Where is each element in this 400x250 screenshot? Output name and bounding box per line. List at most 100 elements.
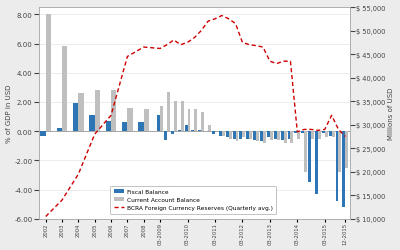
Bar: [342, 132, 345, 207]
BCRA Foreign Currency Reserves (Quarterly avg.): [76, 173, 81, 176]
Bar: [111, 91, 116, 132]
Bar: [174, 101, 177, 132]
Bar: [160, 107, 163, 132]
Bar: [249, 132, 252, 139]
Bar: [304, 132, 307, 172]
Legend: Fiscal Balance, Current Account Balance, BCRA Foreign Currency Reserves (Quarter: Fiscal Balance, Current Account Balance,…: [110, 186, 276, 214]
Bar: [90, 116, 95, 132]
BCRA Foreign Currency Reserves (Quarterly avg.): [206, 20, 210, 24]
BCRA Foreign Currency Reserves (Quarterly avg.): [274, 63, 279, 66]
Bar: [260, 132, 263, 142]
Bar: [329, 132, 332, 136]
Bar: [242, 132, 245, 138]
Bar: [297, 132, 300, 139]
Bar: [229, 132, 232, 139]
Bar: [208, 126, 211, 132]
BCRA Foreign Currency Reserves (Quarterly avg.): [302, 128, 306, 132]
Bar: [194, 110, 197, 132]
Bar: [253, 132, 256, 140]
Bar: [127, 108, 133, 132]
Bar: [267, 132, 270, 138]
BCRA Foreign Currency Reserves (Quarterly avg.): [322, 128, 327, 132]
BCRA Foreign Currency Reserves (Quarterly avg.): [212, 18, 217, 21]
BCRA Foreign Currency Reserves (Quarterly avg.): [171, 39, 176, 42]
Bar: [95, 91, 100, 132]
Bar: [281, 132, 284, 140]
BCRA Foreign Currency Reserves (Quarterly avg.): [220, 15, 224, 18]
BCRA Foreign Currency Reserves (Quarterly avg.): [199, 30, 204, 33]
Bar: [294, 132, 297, 134]
Bar: [167, 92, 170, 132]
BCRA Foreign Currency Reserves (Quarterly avg.): [192, 37, 197, 40]
BCRA Foreign Currency Reserves (Quarterly avg.): [316, 129, 320, 132]
Bar: [188, 110, 190, 132]
BCRA Foreign Currency Reserves (Quarterly avg.): [141, 46, 146, 49]
Bar: [322, 132, 325, 134]
Bar: [240, 132, 242, 139]
Bar: [171, 132, 174, 134]
Bar: [277, 132, 280, 140]
Bar: [246, 132, 249, 139]
Bar: [284, 132, 286, 143]
Bar: [157, 116, 160, 132]
BCRA Foreign Currency Reserves (Quarterly avg.): [158, 48, 162, 51]
BCRA Foreign Currency Reserves (Quarterly avg.): [295, 131, 300, 134]
Bar: [192, 130, 194, 132]
BCRA Foreign Currency Reserves (Quarterly avg.): [254, 45, 258, 48]
Bar: [184, 126, 188, 132]
Bar: [226, 132, 229, 138]
BCRA Foreign Currency Reserves (Quarterly avg.): [343, 136, 348, 138]
BCRA Foreign Currency Reserves (Quarterly avg.): [164, 44, 169, 47]
Bar: [270, 132, 273, 140]
BCRA Foreign Currency Reserves (Quarterly avg.): [226, 18, 231, 21]
Bar: [338, 132, 342, 172]
Bar: [301, 132, 304, 134]
BCRA Foreign Currency Reserves (Quarterly avg.): [309, 128, 314, 132]
Bar: [40, 132, 46, 136]
Bar: [78, 94, 84, 132]
BCRA Foreign Currency Reserves (Quarterly avg.): [268, 60, 272, 64]
Bar: [138, 123, 144, 132]
Bar: [122, 123, 127, 132]
Bar: [318, 132, 321, 139]
Y-axis label: Millions of USD: Millions of USD: [388, 88, 394, 140]
Bar: [263, 132, 266, 143]
Bar: [106, 122, 111, 132]
Bar: [308, 132, 311, 182]
Bar: [311, 132, 314, 139]
Bar: [274, 132, 277, 139]
Bar: [73, 104, 78, 132]
Bar: [164, 132, 167, 140]
BCRA Foreign Currency Reserves (Quarterly avg.): [260, 46, 265, 49]
BCRA Foreign Currency Reserves (Quarterly avg.): [43, 215, 48, 218]
Bar: [256, 132, 259, 142]
Bar: [219, 132, 222, 136]
Bar: [345, 132, 348, 168]
Line: BCRA Foreign Currency Reserves (Quarterly avg.): BCRA Foreign Currency Reserves (Quarterl…: [46, 16, 345, 217]
BCRA Foreign Currency Reserves (Quarterly avg.): [185, 42, 190, 45]
BCRA Foreign Currency Reserves (Quarterly avg.): [109, 114, 114, 117]
Bar: [198, 130, 201, 132]
Bar: [62, 47, 67, 132]
Bar: [290, 132, 293, 143]
BCRA Foreign Currency Reserves (Quarterly avg.): [60, 199, 64, 202]
Bar: [236, 132, 238, 142]
BCRA Foreign Currency Reserves (Quarterly avg.): [92, 133, 97, 136]
BCRA Foreign Currency Reserves (Quarterly avg.): [288, 60, 293, 64]
BCRA Foreign Currency Reserves (Quarterly avg.): [233, 23, 238, 26]
BCRA Foreign Currency Reserves (Quarterly avg.): [240, 42, 245, 45]
Bar: [178, 130, 181, 132]
Bar: [336, 132, 338, 202]
Bar: [325, 132, 328, 138]
BCRA Foreign Currency Reserves (Quarterly avg.): [336, 128, 341, 132]
Bar: [212, 132, 215, 134]
BCRA Foreign Currency Reserves (Quarterly avg.): [329, 114, 334, 117]
Bar: [57, 129, 62, 132]
BCRA Foreign Currency Reserves (Quarterly avg.): [247, 44, 252, 47]
BCRA Foreign Currency Reserves (Quarterly avg.): [178, 44, 183, 47]
BCRA Foreign Currency Reserves (Quarterly avg.): [281, 60, 286, 64]
Bar: [181, 101, 184, 132]
Bar: [144, 110, 149, 132]
Bar: [201, 113, 204, 132]
Bar: [315, 132, 318, 194]
